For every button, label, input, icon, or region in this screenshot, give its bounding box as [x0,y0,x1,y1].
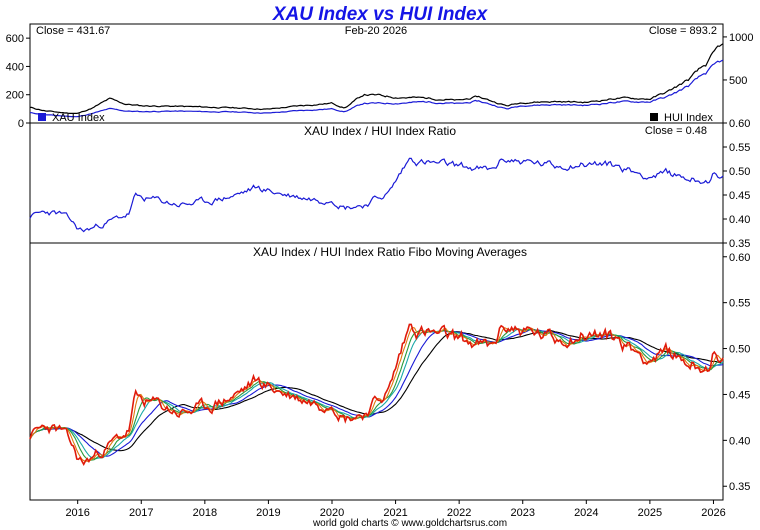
left-tick-label: 200 [6,90,24,102]
axes-layer: 2016 2017 2018 2019 2020 2021 2022 2023 2024 2025… [6,23,753,519]
right-tick-label: 0.50 [729,344,750,356]
right-tick-label: 0.35 [729,238,750,250]
x-tick-label: 2019 [256,507,280,519]
footer-credit: world gold charts © www.goldchartsrus.co… [312,518,507,529]
ratio-raw-line [29,323,724,466]
x-tick-label: 2026 [701,507,725,519]
left-tick-label: 0 [18,118,24,130]
right-tick-label: 0.60 [729,118,750,130]
x-tick-label: 2020 [320,507,344,519]
right-tick-label: 0.50 [729,166,750,178]
labels-layer: Close = 431.67 Feb-20 2026 Close = 893.2… [36,25,717,529]
legend-hui-marker [650,113,658,121]
x-tick-label: 2024 [574,507,598,519]
panel-frame [29,242,724,501]
right-tick-label: 0.40 [729,214,750,226]
right-tick-label: 1000 [729,32,753,44]
panel-frame [29,122,724,244]
x-tick-label: 2022 [447,507,471,519]
hui-close-label: Close = 893.2 [649,25,717,37]
fibo-panel-title: XAU Index / HUI Index Ratio Fibo Moving … [253,245,527,259]
right-tick-label: 500 [729,75,747,87]
x-tick-label: 2018 [193,507,217,519]
panel-frame [29,23,724,124]
x-tick-label: 2021 [383,507,407,519]
right-tick-label: 0.55 [729,298,750,310]
xau-index-line [30,59,724,118]
x-tick-label: 2023 [510,507,534,519]
right-tick-label: 0.45 [729,190,750,202]
left-tick-label: 400 [6,61,24,73]
series-layer [29,43,724,466]
x-tick-label: 2017 [129,507,153,519]
xau-close-label: Close = 431.67 [36,25,110,37]
right-tick-label: 0.55 [729,142,750,154]
x-tick-label: 2025 [638,507,662,519]
hui-index-line [30,43,724,114]
chart-title: XAU Index vs HUI Index [272,4,489,25]
ratio-panel-title: XAU Index / HUI Index Ratio [304,124,456,138]
right-tick-label: 0.35 [729,481,750,493]
ratio-close-label: Close = 0.48 [645,125,707,137]
fibo-ma-line [29,328,724,461]
fibo-ma-line [29,328,724,457]
ratio-line [29,157,724,233]
right-tick-label: 0.60 [729,252,750,264]
right-tick-label: 0.40 [729,435,750,447]
date-label: Feb-20 2026 [345,25,407,37]
left-tick-label: 600 [6,33,24,45]
right-tick-label: 0.45 [729,389,750,401]
x-tick-label: 2016 [65,507,89,519]
legend-xau-label: XAU Index [52,112,105,124]
fibo-ma-line [29,330,723,452]
legend-xau-marker [38,113,46,121]
fibo-ma-line [29,326,724,462]
legend-hui-label: HUI Index [664,112,713,124]
fibo-ma-line [29,328,724,460]
